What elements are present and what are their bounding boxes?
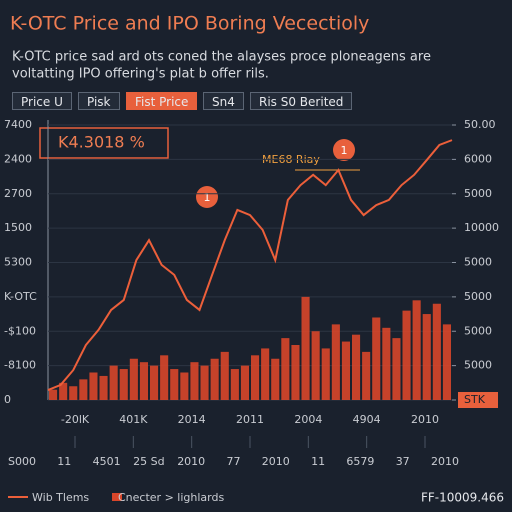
y2-tick-label: 10000: [464, 221, 499, 234]
bar: [89, 372, 98, 400]
bar: [190, 362, 199, 400]
bar: [251, 355, 260, 400]
bottom-label: 37: [396, 455, 410, 468]
bottom-label: 11: [311, 455, 325, 468]
y-tick-label: 1500: [4, 221, 32, 234]
bottom-label: 2010: [431, 455, 459, 468]
bar: [392, 338, 401, 400]
y2-tick-label: STK: [464, 393, 486, 406]
y-tick-label: 2700: [4, 187, 32, 200]
bottom-label: 11: [57, 455, 71, 468]
bar: [281, 338, 290, 400]
x-tick-label: 4904: [353, 413, 381, 426]
bar: [422, 314, 431, 400]
filter-button[interactable]: Fist Price: [126, 92, 198, 110]
bar: [261, 348, 270, 400]
x-tick-label: 2010: [411, 413, 439, 426]
y-tick-label: -$100: [4, 324, 36, 337]
y2-label-box: [458, 392, 498, 408]
subtitle: K-OTC price sad ard ots coned the alayse…: [12, 50, 431, 65]
x-tick-label: 2004: [294, 413, 322, 426]
bar: [200, 365, 209, 400]
y2-tick-label: 6000: [464, 152, 492, 165]
filter-button[interactable]: Ris S0 Berited: [250, 92, 353, 110]
bar: [69, 386, 78, 400]
y-tick-label: 2400: [4, 152, 32, 165]
bottom-label: 25 Sd: [133, 455, 164, 468]
bar: [321, 348, 330, 400]
legend-swatch: [112, 493, 122, 501]
y2-tick-label: 5000: [464, 187, 492, 200]
annotation-box: [39, 127, 169, 159]
plot: [47, 120, 452, 401]
bar: [49, 389, 58, 400]
footer: FF-10009.466: [421, 491, 504, 505]
bottom-label: 77: [227, 455, 241, 468]
y2-tick-label: 5000: [464, 290, 492, 303]
bar: [301, 296, 310, 400]
marker: [333, 139, 355, 161]
bar: [432, 303, 441, 400]
bar: [412, 300, 421, 400]
subtitle: voltatting IPO offering's plat b offer r…: [12, 67, 269, 82]
bar: [160, 355, 169, 400]
bar: [210, 358, 219, 400]
legend-label: Cnecter > lighlards: [118, 491, 224, 504]
bar: [341, 341, 350, 400]
bar: [382, 327, 391, 400]
bar: [129, 358, 138, 400]
bottom-label: 2010: [262, 455, 290, 468]
bar: [240, 365, 249, 400]
filter-button[interactable]: Pisk: [78, 92, 120, 110]
y2-tick-label: 5000: [464, 324, 492, 337]
bar: [362, 351, 371, 400]
y2-tick-label: 5000: [464, 359, 492, 372]
bar: [99, 375, 108, 400]
marker-label: 1: [341, 144, 348, 157]
chart-title: K-OTC Price and IPO Boring Vecectioly: [10, 13, 369, 35]
bottom-label: S000: [8, 455, 36, 468]
marker-label: 1: [204, 191, 211, 204]
bar: [150, 365, 159, 400]
annotation-box-text: K4.3018 %: [58, 133, 145, 152]
bar: [442, 324, 451, 400]
bar: [220, 351, 229, 400]
y-tick-label: 7400: [4, 118, 32, 131]
y2-tick-label: 5000: [464, 256, 492, 269]
bottom-label: 6579: [346, 455, 374, 468]
y-tick-label: 5300: [4, 256, 32, 269]
y-tick-label: -8100: [4, 359, 36, 372]
y2-tick-label: 50.00: [464, 118, 496, 131]
y-tick-label: K-OTC: [4, 290, 37, 303]
x-tick-label: 2011: [236, 413, 264, 426]
filter-button[interactable]: Price U: [12, 92, 72, 110]
bar: [79, 379, 88, 400]
bar: [271, 358, 280, 400]
marker: [196, 186, 218, 208]
x-tick-label: 401K: [119, 413, 148, 426]
filter-button[interactable]: Sn4: [203, 92, 244, 110]
bar: [311, 331, 320, 400]
bar: [119, 369, 128, 400]
x-tick-label: -20lK: [61, 413, 90, 426]
bar: [180, 372, 189, 400]
bar: [331, 324, 340, 400]
bar: [372, 317, 381, 400]
x-tick-label: 2014: [178, 413, 206, 426]
bar: [109, 365, 118, 400]
bar: [230, 369, 239, 400]
bottom-label: 2010: [177, 455, 205, 468]
bar: [59, 382, 68, 400]
bar: [352, 334, 361, 400]
bar: [291, 345, 300, 400]
bottom-label: 4501: [93, 455, 121, 468]
y-tick-label: 0: [4, 393, 11, 406]
legend-label: Wib Tlems: [32, 491, 89, 504]
bar: [139, 362, 148, 400]
bar: [170, 369, 179, 400]
price-line: [47, 139, 453, 391]
bar: [402, 310, 411, 400]
